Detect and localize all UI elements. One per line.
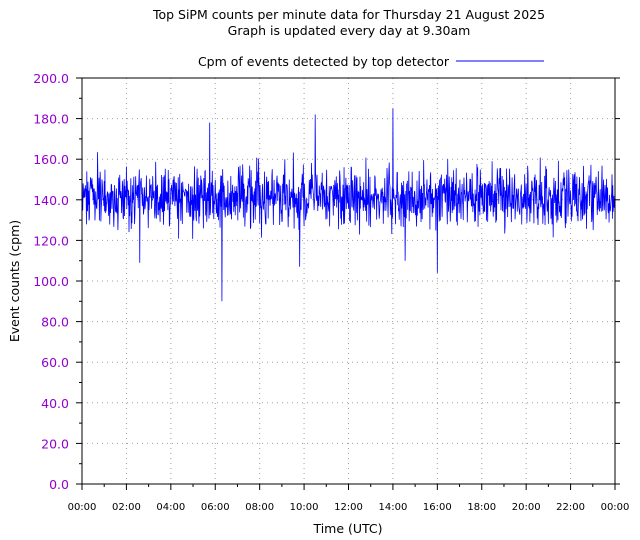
x-tick-label: 16:00 xyxy=(423,502,452,513)
x-tick-label: 20:00 xyxy=(512,502,541,513)
legend-label: Cpm of events detected by top detector xyxy=(198,54,450,69)
chart-title: Top SiPM counts per minute data for Thur… xyxy=(152,7,545,22)
y-axis: 0.0 20.0 40.0 60.0 80.0 100.0 120.0 140.0 160.0 1… xyxy=(33,71,620,492)
y-axis-label: Event counts (cpm) xyxy=(7,220,22,342)
x-tick-label: 14:00 xyxy=(379,502,408,513)
x-tick-label: 22:00 xyxy=(556,502,585,513)
y-tick-label: 180.0 xyxy=(33,112,69,127)
y-tick-label: 100.0 xyxy=(33,274,69,289)
x-tick-label: 00:00 xyxy=(68,502,97,513)
x-tick-label: 18:00 xyxy=(467,502,496,513)
legend: Cpm of events detected by top detector xyxy=(198,54,544,69)
x-tick-label: 04:00 xyxy=(156,502,185,513)
x-tick-label: 10:00 xyxy=(290,502,319,513)
y-tick-label: 40.0 xyxy=(41,396,69,411)
x-axis-label: Time (UTC) xyxy=(312,521,382,536)
y-tick-label: 80.0 xyxy=(41,315,69,330)
y-tick-label: 20.0 xyxy=(41,436,69,451)
y-tick-label: 60.0 xyxy=(41,355,69,370)
y-tick-label: 200.0 xyxy=(33,71,69,86)
y-tick-label: 160.0 xyxy=(33,152,69,167)
series-line xyxy=(81,108,616,302)
x-tick-label: 06:00 xyxy=(201,502,230,513)
x-axis: 00:00 02:00 04:00 06:00 08:00 10:00 12:00 14:00… xyxy=(68,484,630,513)
chart-subtitle: Graph is updated every day at 9.30am xyxy=(228,23,471,38)
x-tick-label: 02:00 xyxy=(112,502,141,513)
x-tick-label: 08:00 xyxy=(245,502,274,513)
y-tick-label: 120.0 xyxy=(33,233,69,248)
y-tick-label: 0.0 xyxy=(49,477,69,492)
y-tick-label: 140.0 xyxy=(33,193,69,208)
x-tick-label: 12:00 xyxy=(334,502,363,513)
plot-area xyxy=(81,108,616,302)
x-tick-label: 00:00 xyxy=(601,502,630,513)
grid xyxy=(82,78,615,484)
